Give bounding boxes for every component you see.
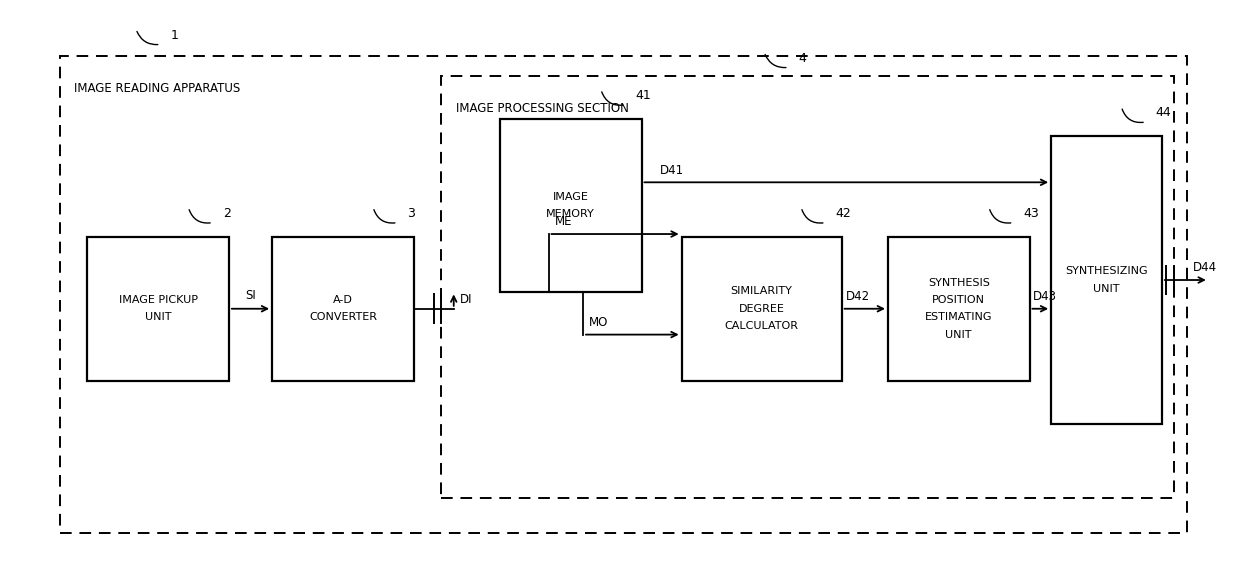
Text: D41: D41 xyxy=(660,164,684,177)
Text: UNIT: UNIT xyxy=(945,329,972,340)
Text: CONVERTER: CONVERTER xyxy=(309,312,377,322)
Bar xyxy=(441,76,1174,498)
Bar xyxy=(272,237,414,381)
Text: MEMORY: MEMORY xyxy=(547,209,595,219)
Text: 2: 2 xyxy=(223,206,231,220)
Text: 42: 42 xyxy=(836,206,852,220)
Text: D43: D43 xyxy=(1033,290,1058,303)
Text: SIMILARITY: SIMILARITY xyxy=(730,286,792,297)
Bar xyxy=(682,237,842,381)
Text: ME: ME xyxy=(554,215,572,229)
Bar xyxy=(1052,136,1162,424)
Bar xyxy=(60,56,1187,533)
Text: IMAGE PROCESSING SECTION: IMAGE PROCESSING SECTION xyxy=(456,102,629,115)
Text: POSITION: POSITION xyxy=(932,295,986,305)
Text: 4: 4 xyxy=(799,51,806,65)
Text: DEGREE: DEGREE xyxy=(739,304,785,314)
Text: SYNTHESIZING: SYNTHESIZING xyxy=(1065,266,1148,276)
Text: DI: DI xyxy=(460,293,472,306)
Text: SI: SI xyxy=(246,289,255,302)
Text: 41: 41 xyxy=(635,89,651,102)
Text: 3: 3 xyxy=(408,206,415,220)
Text: MO: MO xyxy=(589,316,609,329)
Text: A-D: A-D xyxy=(332,295,353,305)
Text: IMAGE: IMAGE xyxy=(553,192,589,202)
Text: IMAGE READING APPARATUS: IMAGE READING APPARATUS xyxy=(74,82,241,95)
Text: UNIT: UNIT xyxy=(145,312,171,322)
Text: UNIT: UNIT xyxy=(1094,283,1120,294)
Bar xyxy=(500,119,641,292)
Text: 43: 43 xyxy=(1023,206,1039,220)
Text: D42: D42 xyxy=(846,290,869,303)
Text: 44: 44 xyxy=(1156,106,1172,119)
Bar xyxy=(87,237,229,381)
Bar xyxy=(888,237,1029,381)
Text: ESTIMATING: ESTIMATING xyxy=(925,312,992,322)
Text: SYNTHESIS: SYNTHESIS xyxy=(928,278,990,288)
Text: 1: 1 xyxy=(170,29,179,41)
Text: D44: D44 xyxy=(1193,261,1216,274)
Text: CALCULATOR: CALCULATOR xyxy=(724,321,799,331)
Text: IMAGE PICKUP: IMAGE PICKUP xyxy=(119,295,197,305)
